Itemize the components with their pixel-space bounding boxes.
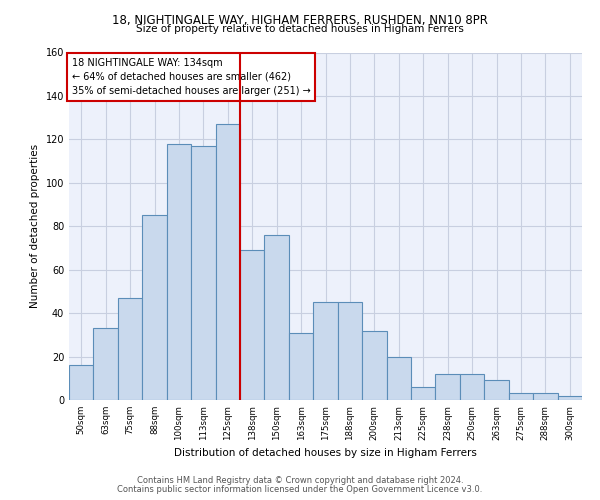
Bar — [289, 332, 313, 400]
Text: 18 NIGHTINGALE WAY: 134sqm
← 64% of detached houses are smaller (462)
35% of sem: 18 NIGHTINGALE WAY: 134sqm ← 64% of deta… — [71, 58, 310, 96]
Text: 18, NIGHTINGALE WAY, HIGHAM FERRERS, RUSHDEN, NN10 8PR: 18, NIGHTINGALE WAY, HIGHAM FERRERS, RUS… — [112, 14, 488, 27]
Bar — [94, 328, 118, 400]
Bar — [215, 124, 240, 400]
Bar — [69, 365, 94, 400]
Bar — [338, 302, 362, 400]
Bar — [509, 394, 533, 400]
Y-axis label: Number of detached properties: Number of detached properties — [30, 144, 40, 308]
Bar — [265, 235, 289, 400]
Bar — [167, 144, 191, 400]
Bar — [411, 387, 436, 400]
Bar — [533, 394, 557, 400]
X-axis label: Distribution of detached houses by size in Higham Ferrers: Distribution of detached houses by size … — [174, 448, 477, 458]
Bar — [557, 396, 582, 400]
Bar — [436, 374, 460, 400]
Bar — [362, 330, 386, 400]
Bar — [142, 216, 167, 400]
Text: Contains public sector information licensed under the Open Government Licence v3: Contains public sector information licen… — [118, 484, 482, 494]
Bar — [460, 374, 484, 400]
Bar — [240, 250, 265, 400]
Bar — [313, 302, 338, 400]
Text: Contains HM Land Registry data © Crown copyright and database right 2024.: Contains HM Land Registry data © Crown c… — [137, 476, 463, 485]
Bar — [484, 380, 509, 400]
Text: Size of property relative to detached houses in Higham Ferrers: Size of property relative to detached ho… — [136, 24, 464, 34]
Bar — [118, 298, 142, 400]
Bar — [191, 146, 215, 400]
Bar — [386, 356, 411, 400]
